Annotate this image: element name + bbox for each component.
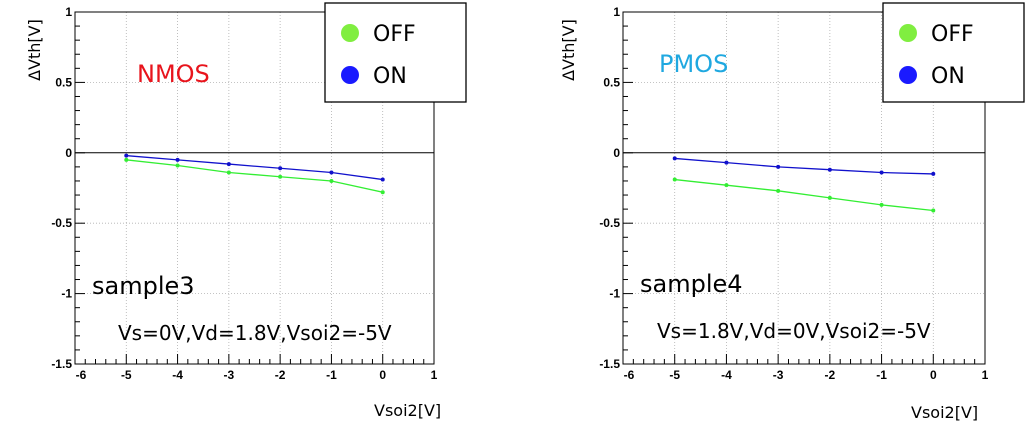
- x-tick-label: 0: [930, 368, 937, 382]
- series-line-off: [126, 159, 383, 193]
- plot-frame: [622, 11, 986, 365]
- data-point-off: [724, 183, 729, 188]
- y-tick-label: -0.5: [599, 216, 620, 230]
- data-point-on: [776, 164, 781, 169]
- series-line-on: [674, 157, 934, 175]
- data-point-on: [724, 160, 729, 165]
- x-tick-label: -1: [876, 368, 887, 382]
- x-tick-label: -4: [172, 368, 183, 382]
- data-point-off: [827, 195, 832, 200]
- x-tick-label: -1: [326, 368, 337, 382]
- device-label: PMOS: [659, 50, 728, 78]
- y-tick-label: 0.5: [603, 75, 620, 89]
- x-tick-label: -3: [773, 368, 784, 382]
- x-tick-label: -6: [624, 368, 635, 382]
- data-point-on: [329, 170, 334, 175]
- data-point-off: [124, 157, 129, 162]
- x-tick-label: 1: [982, 368, 989, 382]
- y-axis-title: ΔVth[V]: [559, 19, 578, 81]
- legend: OFF ON: [882, 2, 1025, 103]
- data-point-on: [124, 153, 129, 158]
- legend: OFF ON: [324, 2, 467, 103]
- data-point-off: [776, 188, 781, 193]
- series-line-on: [126, 154, 383, 181]
- y-tick-label: -1: [61, 287, 72, 301]
- series-line-off: [674, 178, 934, 212]
- data-point-off: [380, 190, 385, 195]
- x-tick-label: 1: [431, 368, 438, 382]
- chart-panel-1: -6 -5 -4 -3 -2 -1 0 1 1 0.5 0 -0.5 -1 -1.5 ΔVth[V] Vsoi…: [559, 2, 1025, 422]
- x-tick-label: 0: [379, 368, 386, 382]
- plot-frame: [74, 11, 435, 365]
- x-tick-label: -5: [121, 368, 132, 382]
- data-point-off: [879, 202, 884, 207]
- x-axis-title: Vsoi2[V]: [911, 403, 978, 422]
- data-point-on: [278, 166, 283, 171]
- y-tick-label: -1.5: [51, 357, 72, 371]
- data-point-off: [672, 177, 677, 182]
- y-tick-label: 1: [613, 5, 620, 19]
- legend-marker-off: [899, 24, 917, 42]
- data-point-on: [226, 162, 231, 167]
- chart-panel-0: -6 -5 -4 -3 -2 -1 0 1 1 0.5 0 -0.5 -1 -1.5 ΔVth[V] Vsoi…: [25, 2, 467, 420]
- y-axis-title: ΔVth[V]: [25, 19, 44, 81]
- legend-marker-on: [899, 66, 917, 84]
- legend-label-off: OFF: [373, 22, 416, 47]
- bias-condition-label: Vs=1.8V,Vd=0V,Vsoi2=-5V: [657, 319, 931, 343]
- x-tick-label: -5: [669, 368, 680, 382]
- x-axis-title: Vsoi2[V]: [374, 401, 441, 420]
- x-tick-label: -2: [275, 368, 286, 382]
- data-point-on: [672, 156, 677, 161]
- y-tick-label: -1.5: [599, 357, 620, 371]
- legend-label-off: OFF: [931, 22, 974, 47]
- data-point-on: [827, 167, 832, 172]
- x-tick-label: -4: [721, 368, 732, 382]
- y-tick-label: 0: [65, 146, 72, 160]
- data-point-off: [278, 174, 283, 179]
- sample-label: sample4: [640, 270, 743, 298]
- data-point-off: [329, 178, 334, 183]
- legend-label-on: ON: [373, 64, 407, 89]
- legend-label-on: ON: [931, 64, 965, 89]
- data-point-off: [226, 170, 231, 175]
- x-tick-label: -6: [76, 368, 87, 382]
- y-tick-label: -1: [609, 287, 620, 301]
- y-tick-label: -0.5: [51, 216, 72, 230]
- data-point-off: [175, 163, 180, 168]
- data-point-on: [931, 171, 936, 176]
- legend-marker-on: [341, 66, 359, 84]
- y-tick-label: 1: [65, 5, 72, 19]
- legend-marker-off: [341, 24, 359, 42]
- x-tick-label: -3: [224, 368, 235, 382]
- legend-box: [882, 2, 1025, 103]
- legend-box: [324, 2, 467, 103]
- y-tick-label: 0: [613, 146, 620, 160]
- y-tick-label: 0.5: [55, 75, 72, 89]
- sample-label: sample3: [92, 272, 195, 300]
- data-point-on: [175, 157, 180, 162]
- data-point-on: [380, 177, 385, 182]
- data-point-off: [931, 208, 936, 213]
- bias-condition-label: Vs=0V,Vd=1.8V,Vsoi2=-5V: [118, 321, 392, 345]
- data-point-on: [879, 170, 884, 175]
- device-label: NMOS: [137, 60, 210, 88]
- x-tick-label: -2: [825, 368, 836, 382]
